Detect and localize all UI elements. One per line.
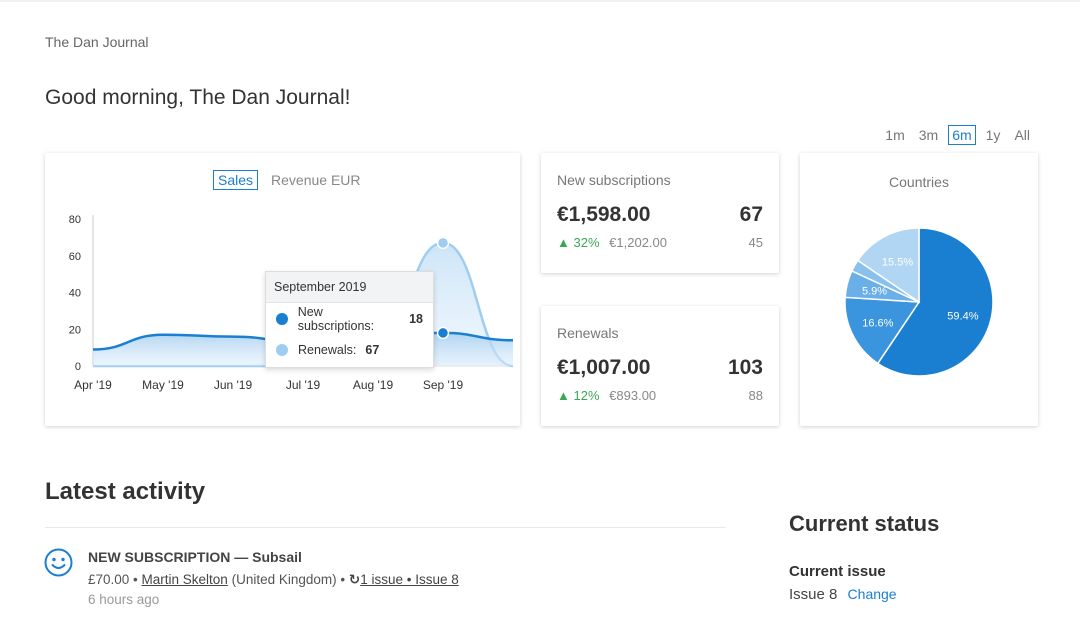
x-tick-label: Aug '19 xyxy=(353,378,394,392)
highlight-point xyxy=(436,236,450,250)
countries-card: Countries 59.4% 16.6% 5.9% 15.5% xyxy=(800,153,1038,426)
top-border xyxy=(0,0,1080,2)
x-tick-label: May '19 xyxy=(142,378,184,392)
pie-title: Countries xyxy=(889,174,949,190)
date-range-selector: 1m 3m 6m 1y All xyxy=(881,125,1034,145)
x-tick-label: Jun '19 xyxy=(214,378,253,392)
pie-slice-label: 5.9% xyxy=(862,286,887,298)
renewals-card[interactable]: Renewals €1,007.00 103 ▲ 12% €893.00 88 xyxy=(541,306,779,426)
current-issue-label: Current issue xyxy=(789,563,886,580)
series-dot-icon xyxy=(276,343,288,356)
pie-slice xyxy=(856,227,920,304)
change-percent: 32% xyxy=(573,235,600,250)
activity-time: 6 hours ago xyxy=(88,592,160,607)
tooltip-value: 18 xyxy=(409,311,423,326)
pie-slice xyxy=(876,227,994,377)
new-subscriptions-card[interactable]: New subscriptions €1,598.00 67 ▲ 32% €1,… xyxy=(541,153,779,273)
chart-tooltip: September 2019 New subscriptions: 18 Ren… xyxy=(265,271,434,368)
activity-details: £70.00 • Martin Skelton (United Kingdom)… xyxy=(88,572,459,587)
sales-chart-card: 0 20 40 60 80 Apr '19 May '19 Jun '19 Jul '19 Aug… xyxy=(45,153,520,426)
tooltip-row-renewals: Renewals: 67 xyxy=(266,334,433,365)
tab-sales[interactable]: Sales xyxy=(213,170,259,190)
card-title: New subscriptions xyxy=(557,172,671,188)
range-all[interactable]: All xyxy=(1014,127,1030,143)
pie-slice-label: 15.5% xyxy=(882,256,913,268)
customer-link[interactable]: Martin Skelton xyxy=(141,572,228,587)
card-change: ▲ 12% €893.00 xyxy=(557,388,656,403)
activity-type: NEW SUBSCRIPTION — Subsail xyxy=(88,549,302,565)
highlight-point xyxy=(436,326,450,340)
card-amount: €1,007.00 xyxy=(557,356,651,379)
range-1y[interactable]: 1y xyxy=(985,127,1001,143)
issue-link[interactable]: 1 issue • Issue 8 xyxy=(360,572,459,587)
tooltip-label: Renewals: xyxy=(298,342,357,357)
range-3m[interactable]: 3m xyxy=(918,127,939,143)
range-1m[interactable]: 1m xyxy=(885,127,905,143)
latest-activity-heading: Latest activity xyxy=(45,478,206,505)
previous-amount: €1,202.00 xyxy=(609,235,667,250)
card-count: 67 xyxy=(739,203,763,226)
greeting-heading: Good morning, The Dan Journal! xyxy=(45,86,351,109)
current-status-heading: Current status xyxy=(789,511,940,536)
change-issue-link[interactable]: Change xyxy=(847,586,897,602)
issue-value: Issue 8 xyxy=(789,586,838,603)
customer-country: (United Kingdom) xyxy=(231,572,337,587)
tooltip-title: September 2019 xyxy=(266,272,433,303)
tab-revenue-eur[interactable]: Revenue EUR xyxy=(271,172,361,188)
x-tick-label: Jul '19 xyxy=(286,378,321,392)
tooltip-value: 67 xyxy=(365,342,380,357)
y-tick-label: 20 xyxy=(69,324,81,336)
tooltip-row-new-subscriptions: New subscriptions: 18 xyxy=(266,303,433,334)
divider xyxy=(45,527,726,528)
countries-pie-chart: 59.4% 16.6% 5.9% 15.5% xyxy=(844,227,994,377)
chart-tabs: Sales Revenue EUR xyxy=(213,170,366,190)
series-dot-icon xyxy=(276,312,288,325)
pie-slice-label: 59.4% xyxy=(947,310,978,322)
card-count: 103 xyxy=(727,356,763,379)
y-tick-label: 60 xyxy=(69,251,81,263)
activity-amount: £70.00 xyxy=(88,572,130,587)
y-tick-label: 80 xyxy=(69,214,81,226)
card-change: ▲ 32% €1,202.00 xyxy=(557,235,667,250)
range-6m[interactable]: 6m xyxy=(948,125,976,145)
previous-count: 88 xyxy=(748,388,763,403)
card-title: Renewals xyxy=(557,325,619,341)
tooltip-label: New subscriptions: xyxy=(297,304,375,333)
x-tick-label: Sep '19 xyxy=(423,378,464,392)
previous-count: 45 xyxy=(748,235,763,250)
y-tick-label: 40 xyxy=(69,288,81,300)
brand-name[interactable]: The Dan Journal xyxy=(45,34,149,50)
up-arrow-icon: ▲ xyxy=(557,235,570,250)
current-issue-value: Issue 8 Change xyxy=(789,586,897,603)
pie-slice xyxy=(844,296,921,365)
up-arrow-icon: ▲ xyxy=(557,388,570,403)
smiley-icon xyxy=(44,548,73,577)
change-percent: 12% xyxy=(573,388,600,403)
refresh-icon: ↻ xyxy=(348,572,361,587)
y-tick-label: 0 xyxy=(75,361,81,373)
card-amount: €1,598.00 xyxy=(557,203,651,226)
previous-amount: €893.00 xyxy=(609,388,657,403)
x-tick-label: Apr '19 xyxy=(74,378,112,392)
pie-slice-label: 16.6% xyxy=(862,317,893,329)
